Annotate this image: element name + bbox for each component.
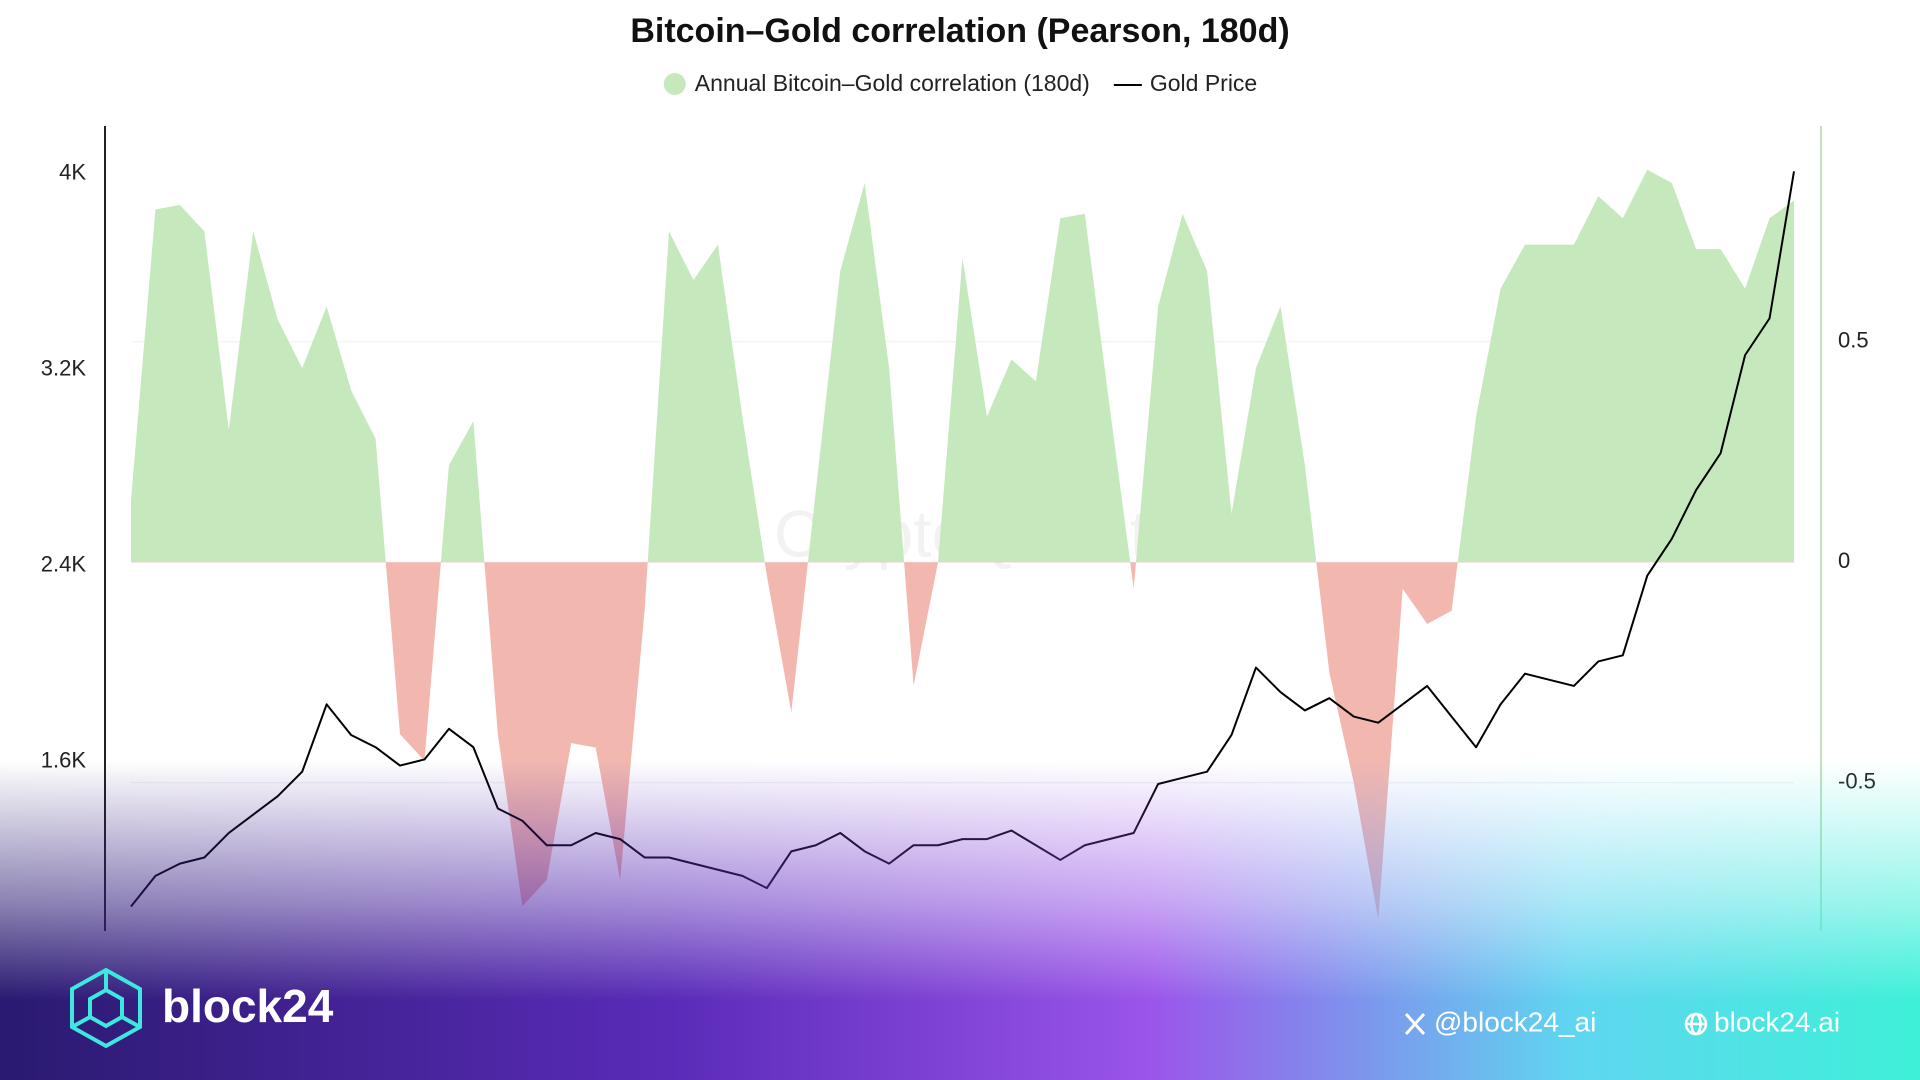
footer-band [0, 760, 1920, 1080]
website: block24.ai [1714, 1006, 1840, 1037]
legend-label: Annual Bitcoin–Gold correlation (180d) [695, 70, 1090, 96]
y2-tick-label: 0 [1838, 548, 1850, 573]
y2-tick-label: 0.5 [1838, 328, 1869, 353]
legend-marker [663, 73, 686, 95]
y-tick-label: 3.2K [41, 356, 87, 381]
correlation-area [131, 169, 1794, 920]
logo-text: block24 [162, 980, 334, 1032]
y-tick-label: 4K [59, 160, 86, 185]
logo-icon [70, 967, 142, 1049]
y-tick-label: 2.4K [41, 552, 87, 577]
globe-icon [1684, 1012, 1708, 1036]
legend: Annual Bitcoin–Gold correlation (180d) Go… [663, 70, 1257, 96]
x-icon [1404, 1012, 1426, 1036]
twitter-handle: @block24_ai [1434, 1006, 1596, 1037]
chart-title: Bitcoin–Gold correlation (Pearson, 180d) [630, 12, 1289, 50]
legend-label: Gold Price [1150, 70, 1257, 96]
